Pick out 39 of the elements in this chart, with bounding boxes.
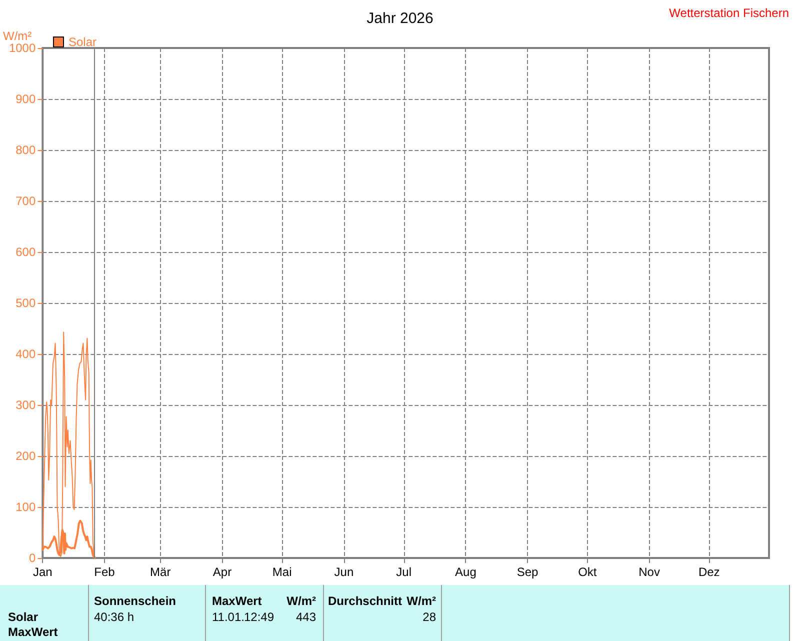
y-tick-label: 300 — [16, 398, 36, 412]
y-tick-label: 500 — [16, 296, 36, 310]
text: Sonnenschein — [94, 594, 176, 608]
text: W/m² — [286, 594, 316, 608]
y-axis-title: W/m² — [2, 29, 32, 44]
y-tick-label: 800 — [16, 143, 36, 157]
y-tick-label: 400 — [16, 347, 36, 361]
x-tick-label: Apr — [212, 565, 232, 579]
x-tick-label: Jan — [32, 565, 52, 579]
x-tick-label: Feb — [94, 565, 116, 579]
y-tick-label: 700 — [16, 194, 36, 208]
y-tick-label: 900 — [16, 92, 36, 106]
chart-title: Jahr 2026 — [366, 10, 434, 27]
y-tick-label: 0 — [28, 551, 36, 565]
text: Solar — [8, 610, 38, 624]
text: MaxWert — [212, 594, 262, 608]
text: 11.01. — [212, 610, 244, 624]
text: 40:36 h — [94, 610, 134, 624]
x-tick-label: Jul — [396, 565, 412, 579]
text: Wetterstation Fischern — [669, 6, 789, 20]
x-tick-label: Mai — [272, 565, 292, 579]
x-tick-label: Sep — [516, 565, 539, 579]
text: 28 — [422, 610, 436, 624]
text: Durchschnitt — [328, 594, 402, 608]
y-tick-label: 1000 — [8, 41, 36, 55]
text: 12:49 — [244, 610, 274, 624]
x-tick-label: Aug — [455, 565, 476, 579]
y-tick-label: 200 — [16, 449, 36, 463]
text: 443 — [296, 610, 316, 624]
x-tick-label: Nov — [638, 565, 660, 579]
x-tick-label: Mär — [150, 565, 171, 579]
x-tick-label: Jun — [334, 565, 354, 579]
text: MaxWert — [8, 625, 58, 639]
x-tick-label: Dez — [698, 565, 720, 579]
legend-label: Solar — [68, 35, 97, 49]
y-tick-label: 100 — [16, 500, 36, 514]
text: W/m² — [406, 594, 436, 608]
x-tick-label: Okt — [578, 565, 598, 579]
y-tick-label: 600 — [16, 245, 36, 259]
